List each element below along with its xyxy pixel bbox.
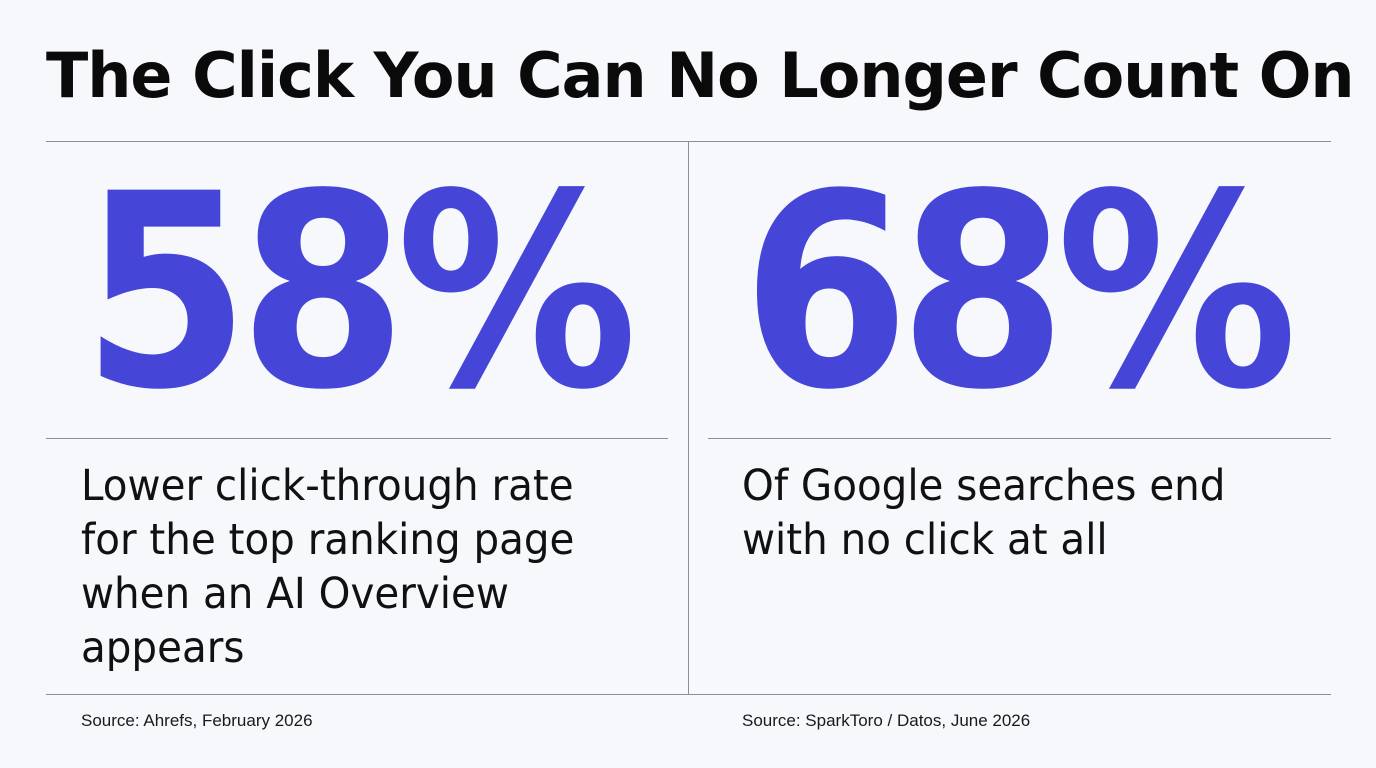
stat-divider [46, 438, 668, 439]
stat-description: Of Google searches end with no click at … [742, 461, 1226, 565]
stat-value: 68% [742, 137, 1298, 449]
bottom-divider [46, 694, 1331, 695]
stat-description: Lower click-through rate for the top ran… [81, 461, 575, 673]
stat-source: Source: Ahrefs, February 2026 [81, 711, 313, 730]
stat-divider [708, 438, 1331, 439]
page-title: The Click You Can No Longer Count On [46, 39, 1355, 112]
stat-source: Source: SparkToro / Datos, June 2026 [742, 711, 1031, 730]
center-divider [688, 141, 689, 694]
stat-value: 58% [82, 137, 638, 449]
